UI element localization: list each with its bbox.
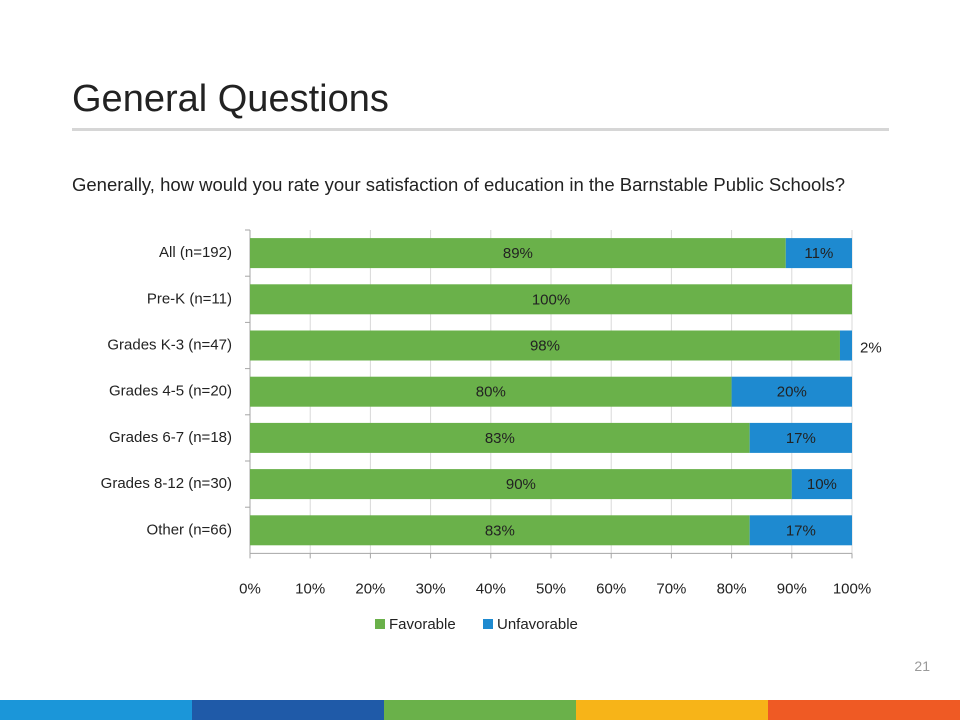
x-tick-label: 10% xyxy=(295,580,325,597)
bar-favorable xyxy=(250,515,750,546)
data-label-unfavorable: 17% xyxy=(786,522,816,539)
footer-color-stripes xyxy=(0,700,960,720)
bar-unfavorable xyxy=(731,376,852,407)
x-tick-label: 50% xyxy=(536,580,566,597)
footer-stripe-4 xyxy=(576,700,768,720)
data-label-unfavorable: 2% xyxy=(860,339,882,356)
data-label-favorable: 100% xyxy=(532,291,570,308)
category-label: All (n=192) xyxy=(159,244,232,261)
x-tick-label: 0% xyxy=(239,580,261,597)
legend-swatch-favorable xyxy=(375,619,385,629)
bar-favorable xyxy=(250,376,732,407)
footer-stripe-5 xyxy=(768,700,960,720)
bar-unfavorable xyxy=(749,515,852,546)
x-tick-label: 30% xyxy=(416,580,446,597)
x-tick-label: 70% xyxy=(656,580,686,597)
bar-unfavorable xyxy=(749,422,852,453)
data-label-favorable: 80% xyxy=(476,384,506,401)
data-label-unfavorable: 11% xyxy=(804,245,833,262)
legend-label: Unfavorable xyxy=(497,616,578,633)
x-tick-label: 90% xyxy=(777,580,807,597)
bar-favorable xyxy=(250,284,852,315)
category-label: Grades 4-5 (n=20) xyxy=(109,383,232,400)
footer-stripe-2 xyxy=(192,700,384,720)
bar-favorable xyxy=(250,238,786,269)
bar-favorable xyxy=(250,330,840,361)
page-number: 21 xyxy=(914,658,930,674)
legend-swatch-unfavorable xyxy=(483,619,493,629)
x-tick-label: 40% xyxy=(476,580,506,597)
bar-favorable xyxy=(250,469,792,500)
category-label: Grades K-3 (n=47) xyxy=(107,336,232,353)
category-label: Grades 8-12 (n=30) xyxy=(101,475,232,492)
data-label-favorable: 98% xyxy=(530,337,560,354)
data-label-favorable: 83% xyxy=(485,430,515,447)
x-tick-label: 100% xyxy=(833,580,871,597)
data-label-favorable: 89% xyxy=(503,245,533,262)
footer-stripe-3 xyxy=(384,700,576,720)
survey-question: Generally, how would you rate your satis… xyxy=(72,174,845,195)
bar-unfavorable xyxy=(839,330,852,361)
category-label: Pre-K (n=11) xyxy=(147,290,232,307)
x-tick-label: 80% xyxy=(717,580,747,597)
bar-favorable xyxy=(250,422,750,453)
x-tick-label: 20% xyxy=(355,580,385,597)
bar-unfavorable xyxy=(791,469,852,500)
category-label: Grades 6-7 (n=18) xyxy=(109,429,232,446)
bar-unfavorable xyxy=(785,238,852,269)
category-label: Other (n=66) xyxy=(147,521,232,538)
footer-stripe-1 xyxy=(0,700,192,720)
data-label-favorable: 90% xyxy=(506,476,536,493)
data-label-unfavorable: 20% xyxy=(777,384,807,401)
data-label-unfavorable: 17% xyxy=(786,430,816,447)
data-label-unfavorable: 10% xyxy=(807,476,837,493)
title-divider xyxy=(72,128,889,131)
slide-title: General Questions xyxy=(72,78,389,120)
legend-label: Favorable xyxy=(389,616,456,633)
data-label-favorable: 83% xyxy=(485,522,515,539)
x-tick-label: 60% xyxy=(596,580,626,597)
